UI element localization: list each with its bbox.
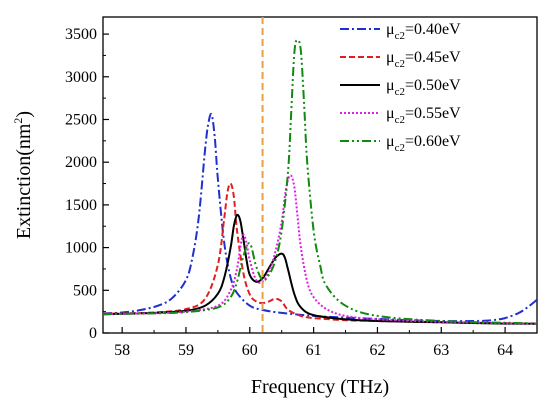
plot-area [102,16,538,334]
y-tick-label: 3000 [65,69,97,86]
y-tick-label: 2000 [65,154,97,171]
series-group [103,39,537,325]
x-axis-title: Frequency (THz) [251,376,389,398]
x-tick-label: 58 [114,342,130,359]
x-tick-label: 59 [178,342,194,359]
legend-label-3: μc2=0.55eV [386,105,461,126]
y-tick-label: 1500 [65,197,97,214]
y-tick-label: 3500 [65,26,97,43]
x-tick-label: 60 [242,342,258,359]
y-axis-title-base: Extinction(nm [13,123,35,239]
y-tick-label: 1000 [65,240,97,257]
x-tick-label: 62 [369,342,385,359]
x-axis-ticks: 58 59 60 61 62 63 64 [114,327,513,359]
y-axis-title: Extinction(nm2) [11,111,35,239]
legend: μc2=0.40eV μc2=0.45eV μc2=0.50eV μc2=0.55eV… [340,21,461,154]
series-line-0 [103,112,537,323]
series-line-2 [103,213,537,325]
x-tick-label: 61 [306,342,322,359]
legend-label-2: μc2=0.50eV [386,77,461,98]
legend-label-0: μc2=0.40eV [386,21,461,42]
y-axis-title-close: ) [13,111,35,118]
y-tick-label: 0 [89,325,97,342]
y-tick-label: 2500 [65,111,97,128]
x-tick-label: 64 [497,342,513,359]
y-tick-label: 500 [73,282,97,299]
legend-label-1: μc2=0.45eV [386,49,461,70]
series-line-4 [103,39,537,325]
y-axis-ticks: 0 500 1000 1500 2000 2500 3000 3500 [65,26,109,342]
series-line-3 [103,174,537,325]
y-axis-title-sup: 2 [11,118,25,124]
legend-label-4: μc2=0.60eV [386,133,461,154]
x-tick-label: 63 [433,342,449,359]
series-line-1 [103,182,537,325]
